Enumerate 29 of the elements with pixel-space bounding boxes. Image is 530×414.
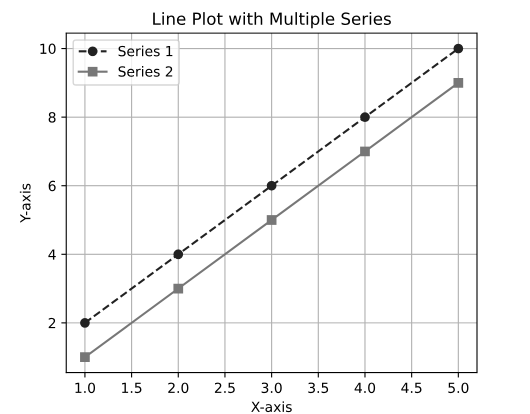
- y-tick-label: 8: [48, 112, 56, 123]
- x-tick-label: 4.5: [401, 382, 422, 394]
- x-tick-label: 1.0: [75, 382, 96, 394]
- x-tick-label: 5.0: [448, 382, 468, 394]
- point: [453, 44, 464, 54]
- y-tick-label: 2: [48, 318, 56, 328]
- point: [173, 249, 184, 260]
- x-tick-label: 3.0: [262, 382, 282, 394]
- point: [266, 215, 276, 225]
- chart-title: Line Plot with Multiple Series: [153, 12, 391, 28]
- x-tick-label: 3.5: [308, 382, 328, 394]
- y-tick-label: 4: [48, 249, 56, 260]
- legend-label: Series 1: [118, 46, 172, 56]
- point: [173, 284, 184, 294]
- point: [453, 78, 464, 88]
- point: [80, 318, 90, 328]
- x-axis-title: X-axis: [251, 401, 292, 412]
- legend-label: Series 2: [118, 66, 172, 77]
- x-tick-label: 2.0: [168, 382, 188, 394]
- point: [266, 180, 276, 191]
- y-axis-title: Y-axis: [20, 184, 31, 223]
- point: [80, 352, 90, 362]
- point: [360, 146, 370, 156]
- point: [360, 112, 370, 122]
- x-tick-label: 2.5: [214, 382, 235, 394]
- x-tick-label: 4.0: [354, 382, 376, 394]
- y-tick-label: 6: [48, 180, 56, 192]
- y-tick-label: 10: [40, 44, 56, 54]
- x-tick-label: 1.5: [122, 382, 142, 394]
